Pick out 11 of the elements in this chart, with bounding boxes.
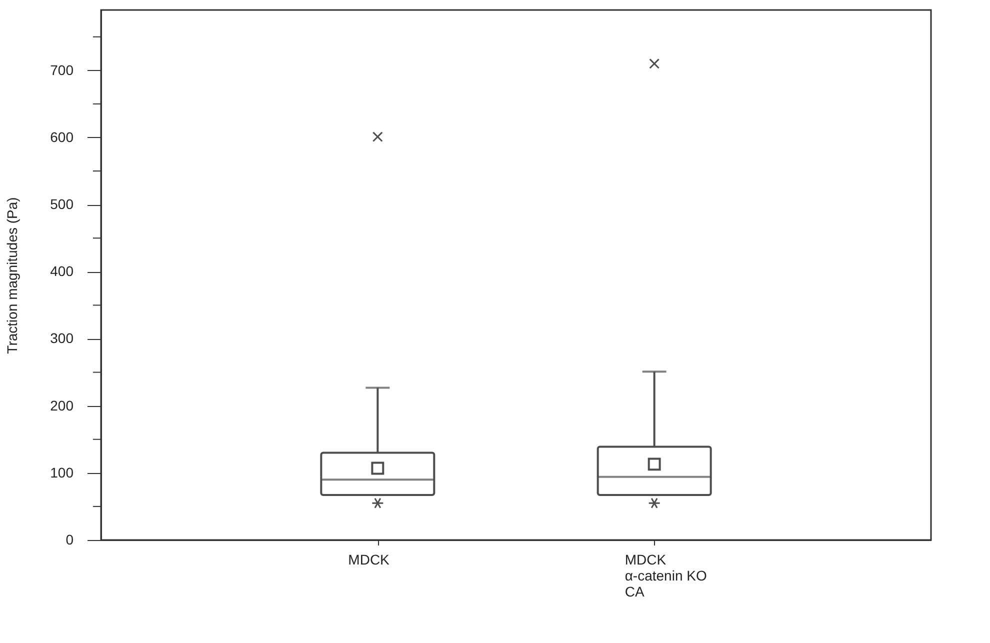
y-tick-label: 100 xyxy=(50,464,74,480)
y-tick-label: 700 xyxy=(50,62,74,78)
y-tick-label: 0 xyxy=(66,532,74,548)
x-tick-label: MDCK α-catenin KO CA xyxy=(624,552,707,600)
y-axis-title: Traction magnitudes (Pa) xyxy=(4,197,20,354)
y-tick-label: 400 xyxy=(50,263,74,280)
x-tick-label: MDCK xyxy=(348,552,390,568)
y-tick-label: 500 xyxy=(50,196,74,212)
y-tick-label: 600 xyxy=(50,128,74,145)
y-tick-label: 200 xyxy=(50,397,74,414)
y-tick-label: 300 xyxy=(50,330,74,346)
